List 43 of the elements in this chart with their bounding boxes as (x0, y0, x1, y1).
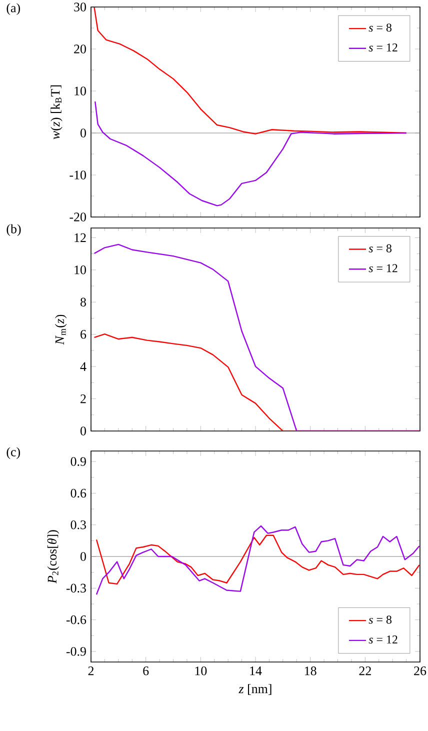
y-tick-label: 4 (80, 362, 86, 371)
y-axis-title: P$_{2}$(cos[θ]) (47, 530, 60, 584)
line-series (96, 534, 420, 585)
line-series (94, 100, 407, 206)
text: (a) (6, 3, 20, 15)
y-tick-label: 0 (80, 128, 86, 138)
y-tick-label: 10 (74, 266, 86, 274)
y-tick-label: 2 (80, 394, 86, 404)
y-tick-label: 0.6 (70, 488, 86, 498)
y-tick-label: 30 (74, 2, 86, 12)
y-tick-label: -10 (70, 170, 86, 180)
x-tick-label: 22 (359, 666, 371, 676)
y-tick-label: 0 (80, 552, 86, 561)
legend-label: s = 12 (368, 264, 398, 272)
y-tick-label: 20 (74, 44, 86, 54)
y-tick-label: 10 (74, 86, 86, 96)
y-tick-label: -0.3 (66, 584, 86, 593)
text: (c) (6, 447, 20, 459)
legend-label: s = 12 (368, 43, 398, 52)
legend-label: s = 8 (368, 616, 392, 624)
y-tick-label: 8 (80, 298, 86, 306)
x-tick-label: 26 (414, 666, 426, 676)
legend-label: s = 8 (368, 24, 392, 32)
x-tick-label: 10 (195, 666, 207, 676)
x-tick-label: 14 (250, 666, 262, 676)
text: (b) (6, 224, 21, 236)
x-tick-label: 2 (88, 666, 94, 676)
x-axis-title: z [nm] (238, 684, 272, 695)
y-tick-label: -20 (70, 212, 86, 222)
y-axis-title: N$_{m}$(z) (54, 314, 67, 345)
y-tick-label: 0 (80, 426, 86, 436)
legend-label: s = 8 (368, 244, 392, 252)
y-tick-label: 0.9 (70, 457, 86, 466)
x-tick-label: 18 (305, 666, 316, 676)
y-tick-label: 6 (80, 330, 86, 339)
legend-label: s = 12 (368, 636, 398, 644)
y-tick-label: 12 (74, 233, 86, 242)
y-axis-title: w(z) [k$_{B}$T] (50, 85, 62, 140)
y-tick-label: 0.3 (70, 520, 86, 530)
line-series (94, 244, 420, 432)
y-tick-label: -0.9 (66, 647, 86, 656)
y-tick-label: -0.6 (66, 615, 86, 624)
x-tick-label: 6 (143, 666, 149, 676)
